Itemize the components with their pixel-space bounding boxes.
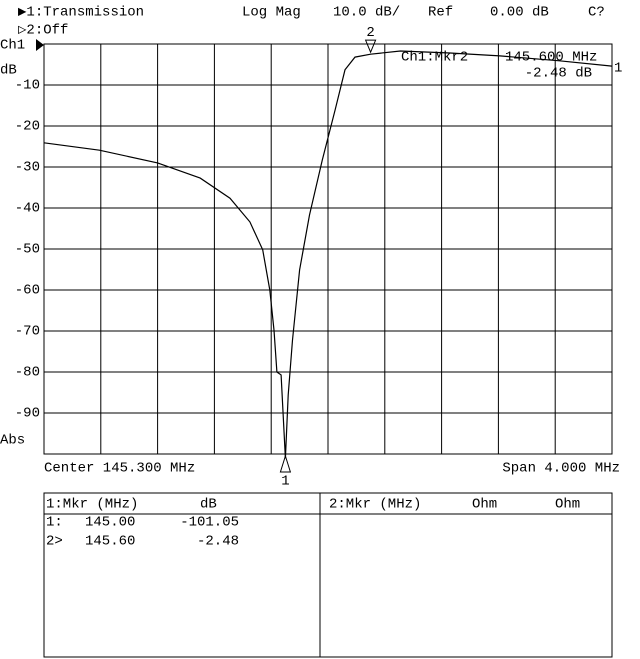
- y-tick-label: -40: [15, 201, 40, 217]
- y-tick-label: -90: [15, 406, 40, 422]
- y-tick-label: -50: [15, 242, 40, 258]
- ref-value: 0.00 dB: [490, 5, 549, 21]
- table-cell: 1:: [46, 515, 63, 531]
- ref-label: Ref: [428, 5, 453, 21]
- readout-name: Ch1:Mkr2: [401, 50, 468, 66]
- channel1: ▶1:Transmission: [18, 5, 144, 21]
- table-frame: [43, 492, 613, 658]
- y-tick-label: -30: [15, 160, 40, 176]
- trace: [43, 50, 613, 459]
- y-tick-label: -20: [15, 119, 40, 135]
- marker-label: 2: [366, 25, 374, 41]
- y-tick-label: -60: [15, 283, 40, 299]
- marker-label: 1: [281, 474, 289, 490]
- center-label: Center 145.300 MHz: [44, 461, 195, 477]
- y-tick-label: -10: [15, 78, 40, 94]
- ref-pointer: [36, 39, 44, 51]
- table-header: Ohm: [472, 497, 497, 513]
- status: C?: [588, 5, 605, 21]
- table-header: dB: [200, 497, 217, 513]
- table-cell: 2>: [46, 534, 63, 550]
- unit: dB: [0, 63, 17, 79]
- y-tick-label: -70: [15, 324, 40, 340]
- marker: [364, 39, 377, 54]
- table-header: Ohm: [555, 497, 580, 513]
- span-label: Span 4.000 MHz: [502, 461, 620, 477]
- scale: 10.0 dB/: [333, 5, 400, 21]
- channel2: ▷2:Off: [18, 23, 68, 39]
- table-cell: -101.05: [180, 515, 239, 531]
- table-cell: 145.60: [85, 534, 135, 550]
- mode: Abs: [0, 433, 25, 449]
- y-tick-label: -80: [15, 365, 40, 381]
- format: Log Mag: [242, 5, 301, 21]
- trace-label: 1: [614, 61, 622, 77]
- marker: [279, 454, 292, 473]
- readout-value: -2.48 dB: [525, 66, 592, 82]
- table-header: 2:Mkr (MHz): [329, 497, 421, 513]
- table-cell: 145.00: [85, 515, 135, 531]
- channel: Ch1: [0, 38, 25, 54]
- table-header: 1:Mkr (MHz): [46, 497, 138, 513]
- table-cell: -2.48: [197, 534, 239, 550]
